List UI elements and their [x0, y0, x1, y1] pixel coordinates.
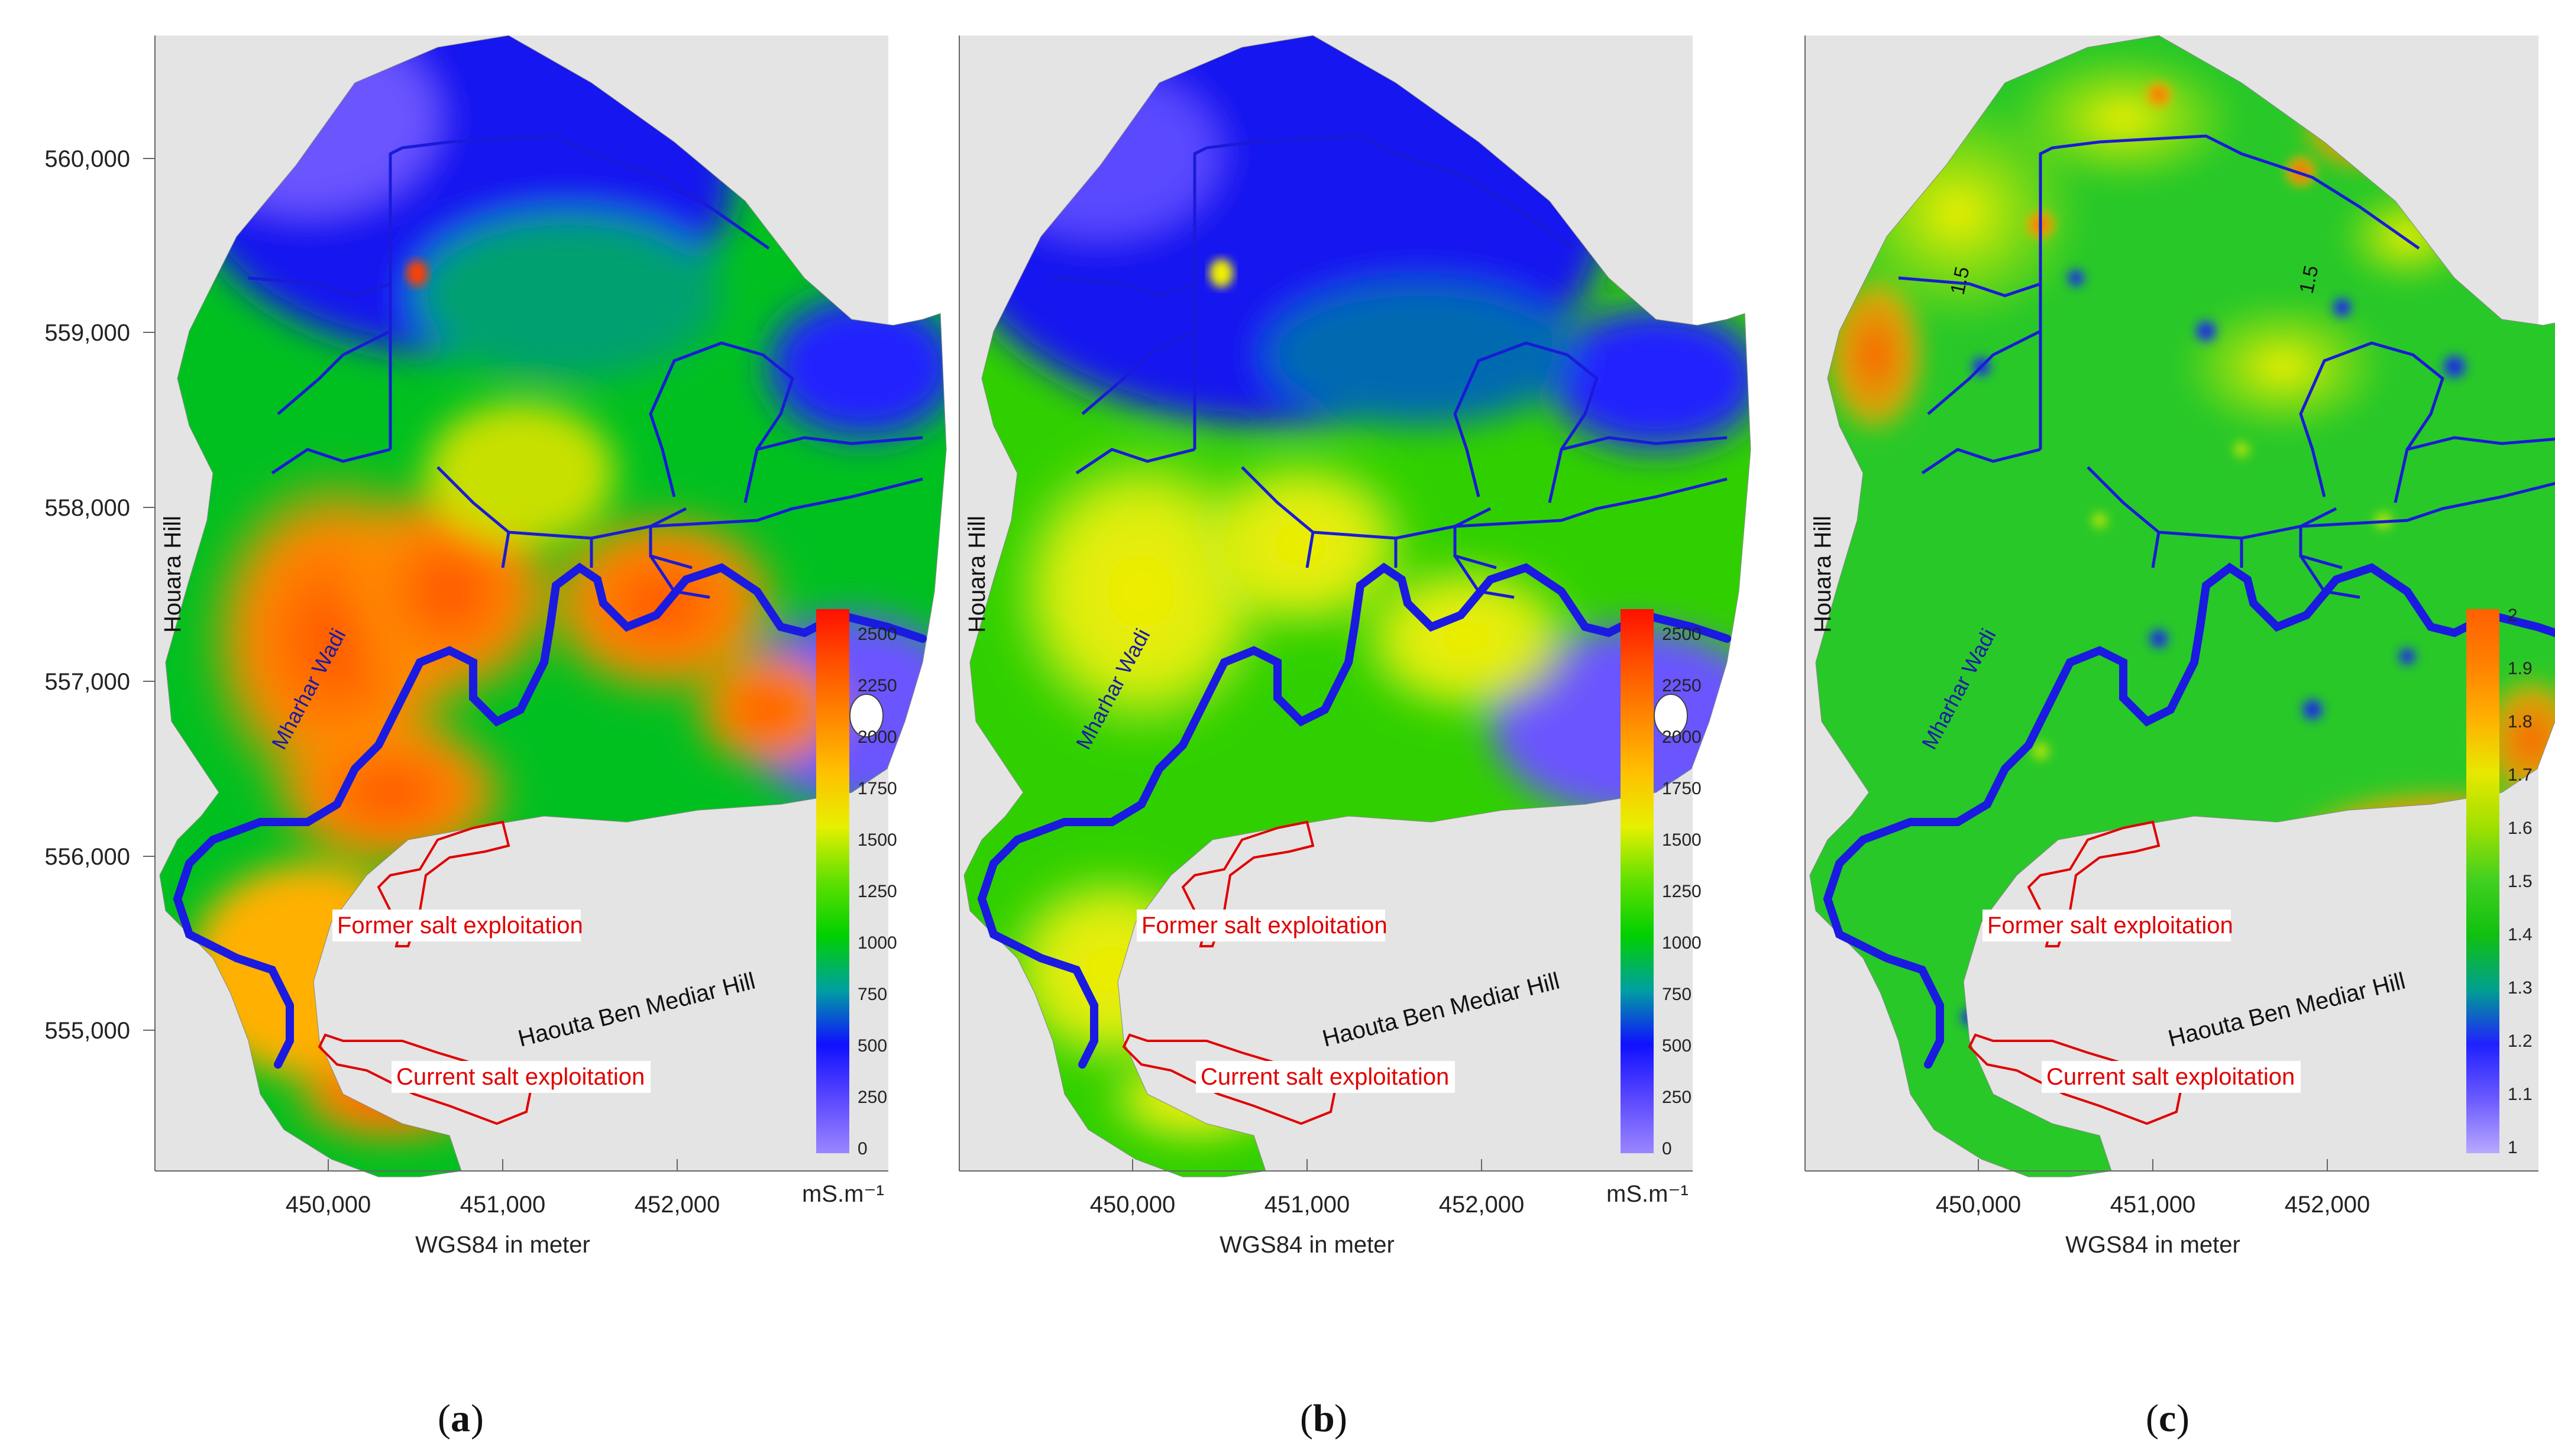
colorbar-tick: 500	[1662, 1036, 1692, 1056]
colorbar-tick: 1.8	[2508, 712, 2533, 732]
x-tick-label: 450,000	[286, 1192, 371, 1218]
x-tick-label: 452,000	[1439, 1192, 1525, 1218]
colorbar-tick: 0	[1662, 1139, 1672, 1159]
current-salt-label: Current salt exploitation	[1201, 1064, 1449, 1090]
axes-c: 450,000 451,000 452,000 WGS84 in meter	[1804, 35, 2538, 1258]
panel-caption-close: )	[1334, 1397, 1347, 1440]
x-tick-label: 452,000	[2285, 1192, 2370, 1218]
y-tick-label: 555,000	[44, 1018, 130, 1044]
panel-caption-letter: a	[451, 1397, 470, 1440]
salt-outlines	[318, 820, 534, 1125]
colorbar-tick: 1000	[858, 933, 897, 953]
former-salt-label: Former salt exploitation	[1987, 913, 2233, 939]
houara-hill-label: Houara Hill	[160, 516, 186, 633]
colorbar-tick: 1.5	[2508, 872, 2533, 891]
colorbar-tick: 1250	[858, 882, 897, 901]
mharhar-wadi	[173, 562, 927, 1069]
colorbar-tick: 2250	[1662, 676, 1702, 695]
colorbar-tick: 1500	[858, 830, 897, 850]
former-salt-label: Former salt exploitation	[337, 913, 583, 939]
panel-b: 450,000 451,000 452,000 WGS84 in meter H…	[959, 35, 1751, 1440]
x-tick-label: 451,000	[2110, 1192, 2196, 1218]
axes-a: 450,000 451,000 452,000 WGS84 in meter 5…	[44, 35, 888, 1258]
former-salt-label-bg	[332, 910, 581, 941]
colorbar-tick: 250	[858, 1088, 887, 1107]
colorbar-tick: 1000	[1662, 933, 1702, 953]
panel-caption-letter: b	[1313, 1397, 1335, 1440]
panel-c: 1.5 1.5 450,000 451,000 452,000 WGS84 in…	[1804, 35, 2555, 1440]
current-salt-label: Current salt exploitation	[2046, 1064, 2295, 1090]
axes-b: 450,000 451,000 452,000 WGS84 in meter	[959, 35, 1693, 1258]
x-axis-title: WGS84 in meter	[2065, 1232, 2240, 1258]
colorbar-tick: 2000	[1662, 727, 1702, 747]
y-tick-label: 556,000	[44, 844, 130, 870]
colorbar-tick: 0	[858, 1139, 868, 1159]
y-tick-label: 559,000	[44, 320, 130, 346]
white-pond	[1654, 694, 1688, 737]
panel-a: 450,000 451,000 452,000 WGS84 in meter 5…	[44, 35, 947, 1440]
x-tick-label: 452,000	[635, 1192, 720, 1218]
colorbar-c: 2 1.9 1.8 1.7 1.6 1.5 1.4 1.3 1.2 1.1 1	[2466, 606, 2533, 1157]
houara-hill-label: Houara Hill	[1810, 516, 1836, 633]
colorbar-a: 2500 2250 2000 1750 1500 1250 1000 750 5…	[802, 609, 897, 1207]
colorbar-tick: 1500	[1662, 830, 1702, 850]
y-tick-label: 558,000	[44, 495, 130, 521]
white-pond	[849, 694, 884, 737]
drainage-network	[248, 134, 923, 599]
colorbar-tick: 2000	[858, 727, 897, 747]
y-tick-label: 557,000	[44, 669, 130, 695]
x-tick-label: 450,000	[1090, 1192, 1176, 1218]
y-tick-label: 560,000	[44, 146, 130, 172]
colorbar-tick: 1.9	[2508, 659, 2533, 678]
colorbar-tick: 2500	[1662, 625, 1702, 644]
current-salt-label-bg	[1196, 1061, 1455, 1093]
drainage-network	[1052, 134, 1728, 599]
current-salt-label-bg	[2042, 1061, 2301, 1093]
panel-caption-close: )	[2176, 1397, 2189, 1440]
panel-caption-letter: c	[2159, 1397, 2176, 1440]
current-salt-label: Current salt exploitation	[396, 1064, 645, 1090]
former-salt-label-bg	[1982, 910, 2231, 941]
panel-caption-open: (	[1300, 1397, 1313, 1440]
colorbar-tick: 1.4	[2508, 925, 2533, 944]
colorbar-tick: 1	[2508, 1138, 2518, 1157]
colorbar-tick: 1.1	[2508, 1085, 2533, 1104]
colorbar-tick: 1.3	[2508, 978, 2533, 998]
colorbar-b: 2500 2250 2000 1750 1500 1250 1000 750 5…	[1606, 609, 1702, 1207]
current-salt-label-bg	[392, 1061, 651, 1093]
former-salt-label: Former salt exploitation	[1141, 913, 1388, 939]
colorbar-tick: 500	[858, 1036, 887, 1056]
colorbar-tick: 250	[1662, 1088, 1692, 1107]
x-tick-label: 451,000	[1264, 1192, 1350, 1218]
mharhar-wadi	[1823, 562, 2555, 1069]
colorbar-unit: mS.m⁻¹	[802, 1181, 884, 1207]
houara-hill-label: Houara Hill	[964, 516, 990, 633]
x-axis-title: WGS84 in meter	[415, 1232, 590, 1258]
colorbar-tick: 1250	[1662, 882, 1702, 901]
salt-outlines	[1968, 820, 2184, 1125]
colorbar-tick: 1.7	[2508, 765, 2533, 785]
colorbar-tick: 1.2	[2508, 1031, 2533, 1051]
colorbar-tick: 2250	[858, 676, 897, 695]
colorbar-tick: 1750	[858, 779, 897, 798]
colorbar-tick: 1750	[1662, 779, 1702, 798]
mharhar-wadi	[977, 562, 1731, 1069]
colorbar-tick: 750	[858, 985, 887, 1004]
colorbar-tick: 1.6	[2508, 818, 2533, 838]
colorbar-tick: 2	[2508, 606, 2518, 625]
x-axis-title: WGS84 in meter	[1220, 1232, 1395, 1258]
x-tick-label: 451,000	[460, 1192, 546, 1218]
colorbar-tick: 2500	[858, 625, 897, 644]
colorbar-unit: mS.m⁻¹	[1606, 1181, 1689, 1207]
salt-outlines	[1122, 820, 1338, 1125]
panel-caption-open: (	[2146, 1397, 2159, 1440]
colorbar-tick: 750	[1662, 985, 1692, 1004]
x-tick-label: 450,000	[1936, 1192, 2022, 1218]
former-salt-label-bg	[1137, 910, 1385, 941]
panel-caption-close: )	[471, 1397, 484, 1440]
panel-caption-open: (	[438, 1397, 451, 1440]
